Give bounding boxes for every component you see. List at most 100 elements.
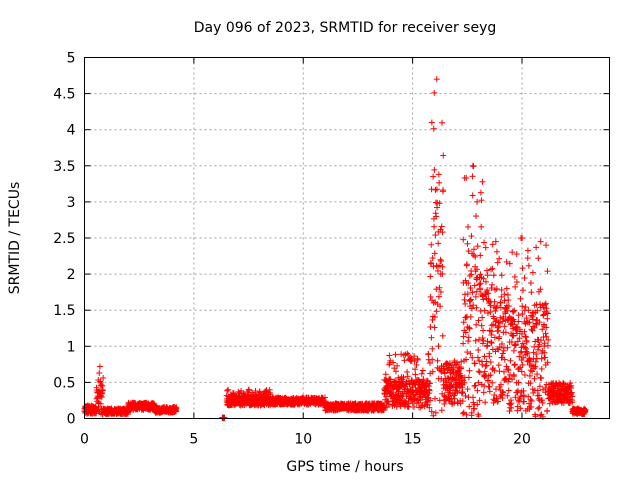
data-point xyxy=(533,351,540,358)
data-point xyxy=(431,166,438,173)
data-point xyxy=(512,394,519,401)
data-point xyxy=(469,354,476,361)
data-point xyxy=(431,324,438,331)
data-point xyxy=(474,401,481,408)
data-point xyxy=(441,400,448,407)
data-point xyxy=(503,285,510,292)
data-point xyxy=(404,350,411,357)
data-point xyxy=(496,255,503,262)
data-point xyxy=(459,398,466,405)
data-point xyxy=(405,403,412,410)
data-point xyxy=(538,365,545,372)
data-point xyxy=(504,291,511,298)
data-point xyxy=(427,293,434,300)
data-point xyxy=(494,259,501,266)
data-point xyxy=(97,400,104,407)
data-point xyxy=(472,337,479,344)
data-point xyxy=(537,238,544,245)
data-point xyxy=(495,362,502,369)
data-point xyxy=(454,359,461,366)
data-point xyxy=(529,368,536,375)
data-point xyxy=(437,288,444,295)
data-point xyxy=(514,323,521,330)
data-point xyxy=(523,318,530,325)
data-point xyxy=(491,334,498,341)
data-point xyxy=(525,262,532,269)
y-tick-label: 0 xyxy=(67,412,76,428)
data-point xyxy=(478,197,485,204)
data-point xyxy=(531,324,538,331)
data-point xyxy=(473,266,480,273)
data-point xyxy=(433,286,440,293)
data-point xyxy=(526,372,533,379)
grid xyxy=(84,57,610,419)
data-point xyxy=(467,297,474,304)
data-point xyxy=(538,355,545,362)
data-point xyxy=(427,397,434,404)
data-point xyxy=(461,379,468,386)
data-point xyxy=(514,387,521,394)
data-point xyxy=(470,302,477,309)
data-point xyxy=(482,399,489,406)
data-point xyxy=(539,397,546,404)
data-point xyxy=(534,387,541,394)
data-point xyxy=(224,387,231,394)
data-point xyxy=(541,301,548,308)
data-point xyxy=(466,324,473,331)
data-point xyxy=(433,186,440,193)
data-point xyxy=(498,286,505,293)
chart-title: Day 096 of 2023, SRMTID for receiver sey… xyxy=(194,20,497,36)
data-point xyxy=(432,186,439,193)
data-point xyxy=(497,304,504,311)
data-point xyxy=(560,380,567,387)
data-point xyxy=(472,293,479,300)
data-point xyxy=(498,293,505,300)
data-point xyxy=(430,299,437,306)
data-point xyxy=(431,89,438,96)
data-point xyxy=(527,380,534,387)
data-point xyxy=(404,368,411,375)
data-point xyxy=(527,367,534,374)
data-point xyxy=(535,255,542,262)
data-point xyxy=(466,403,473,410)
data-point xyxy=(440,152,447,159)
data-point xyxy=(436,179,443,186)
data-point xyxy=(463,174,470,181)
data-point xyxy=(534,371,541,378)
data-point xyxy=(400,374,407,381)
y-tick-label: 4.5 xyxy=(53,87,75,103)
data-point xyxy=(476,336,483,343)
data-point xyxy=(440,187,447,194)
y-tick-label: 4 xyxy=(67,123,76,139)
data-point xyxy=(429,356,436,363)
data-point xyxy=(536,319,543,326)
data-point xyxy=(512,361,519,368)
data-point xyxy=(516,335,523,342)
data-point xyxy=(513,279,520,286)
data-point xyxy=(419,394,426,401)
data-point xyxy=(384,404,391,411)
data-point xyxy=(99,387,106,394)
data-point xyxy=(567,380,574,387)
data-point xyxy=(569,393,576,400)
data-point xyxy=(471,382,478,389)
data-point xyxy=(544,268,551,275)
data-point xyxy=(507,357,514,364)
data-point xyxy=(463,356,470,363)
data-point xyxy=(465,334,472,341)
data-point xyxy=(506,408,513,415)
data-point xyxy=(480,389,487,396)
data-point xyxy=(404,373,411,380)
data-point xyxy=(450,365,457,372)
data-point xyxy=(464,223,471,230)
data-point xyxy=(497,314,504,321)
data-point xyxy=(487,359,494,366)
data-point xyxy=(528,403,535,410)
data-point xyxy=(519,361,526,368)
data-point xyxy=(513,324,520,331)
data-point xyxy=(543,309,550,316)
data-points xyxy=(81,76,589,421)
data-point xyxy=(430,412,437,419)
data-point xyxy=(395,388,402,395)
data-point xyxy=(489,265,496,272)
